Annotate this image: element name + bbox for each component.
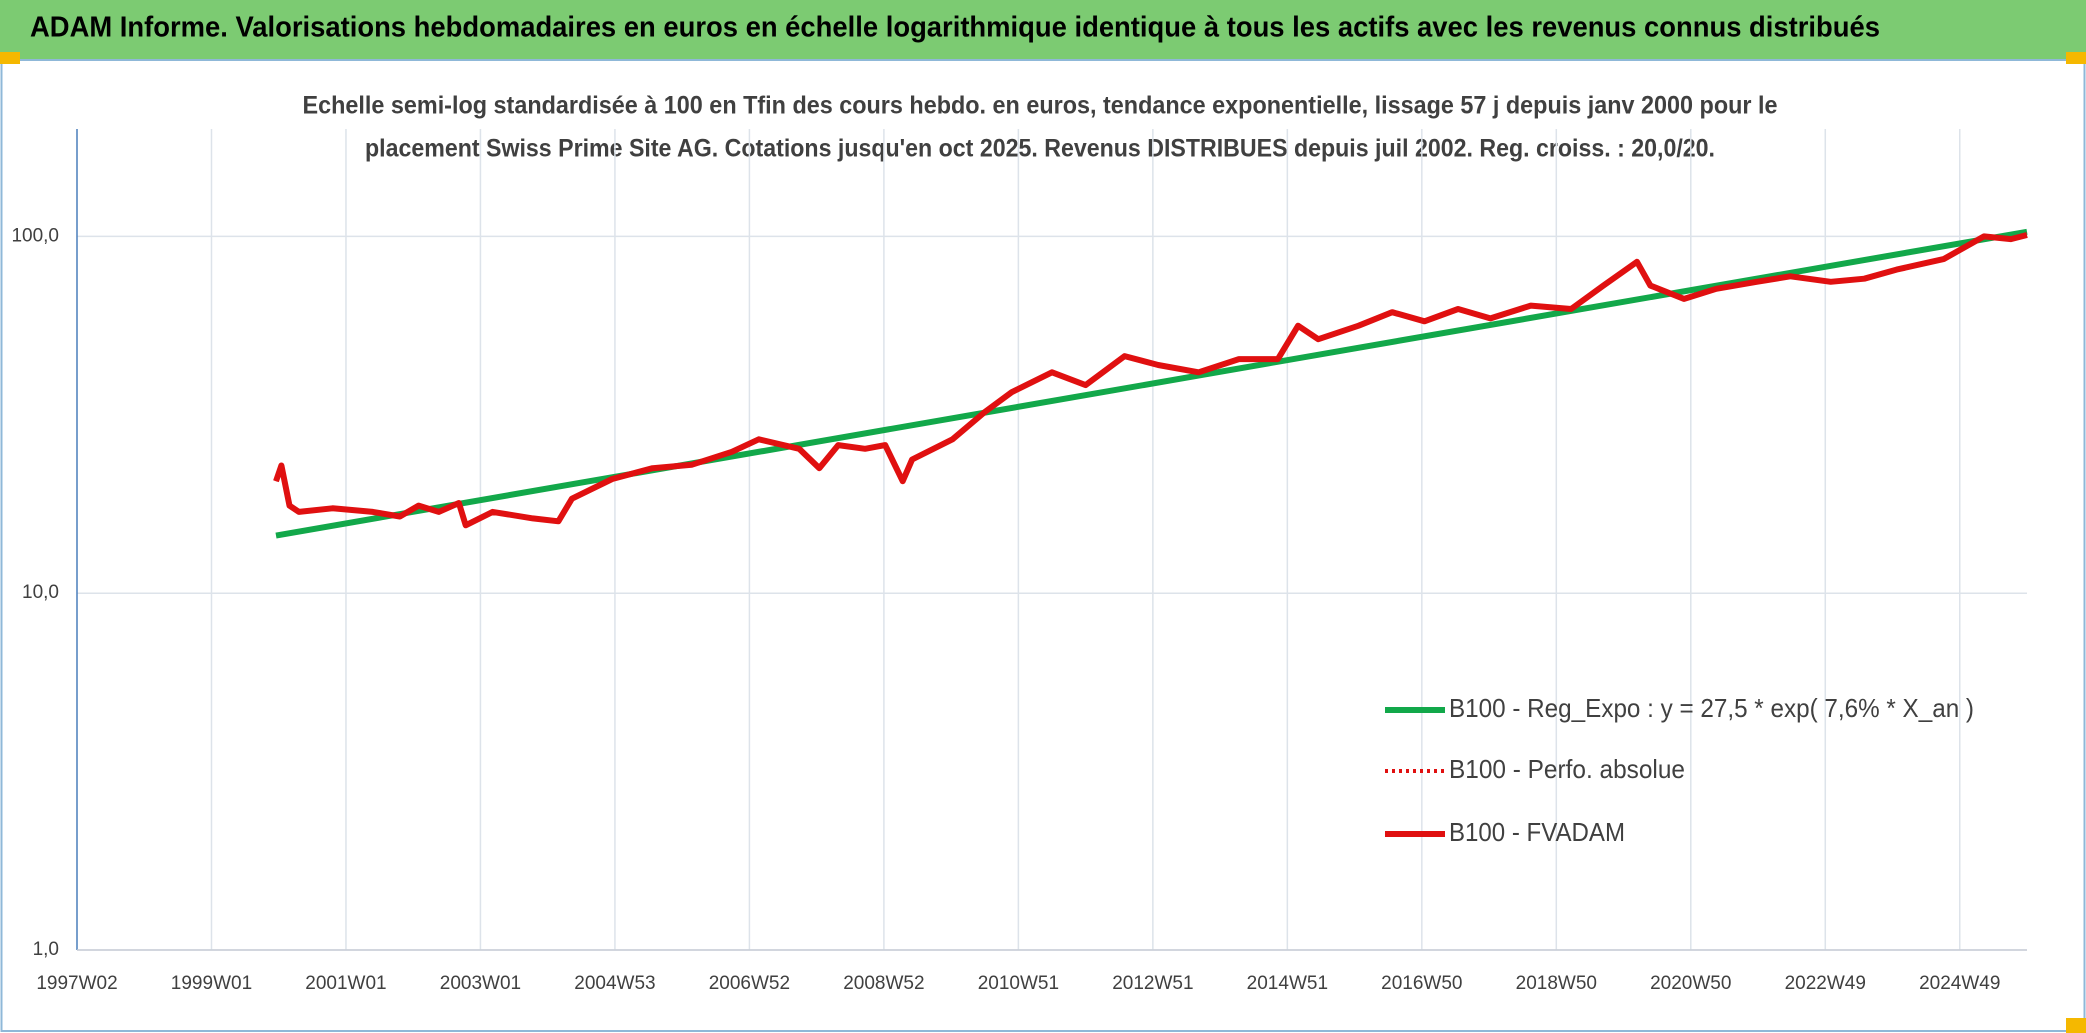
x-tick-label: 2014W51 <box>1247 973 1328 994</box>
x-tick-label: 2016W50 <box>1381 973 1462 994</box>
y-tick-label: 1,0 <box>33 939 59 960</box>
y-tick-label: 100,0 <box>11 225 59 246</box>
corner <box>2066 1018 2086 1033</box>
chart-title: ADAM Informe. Valorisations hebdomadaire… <box>30 12 1880 44</box>
legend-label: B100 - Perfo. absolue <box>1449 754 1685 784</box>
x-tick-label: 2018W50 <box>1516 973 1597 994</box>
x-tick-label: 1997W02 <box>36 973 117 994</box>
x-tick-label: 2012W51 <box>1112 973 1193 994</box>
x-tick-label: 2008W52 <box>843 973 924 994</box>
x-tick-label: 2020W50 <box>1650 973 1731 994</box>
legend-label: B100 - Reg_Expo : y = 27,5 * exp( 7,6% *… <box>1449 693 1974 723</box>
corner <box>0 52 20 64</box>
corner <box>2066 52 2086 64</box>
series-line <box>275 228 2028 539</box>
subtitle: placement Swiss Prime Site AG. Cotations… <box>365 135 1715 163</box>
x-tick-label: 2001W01 <box>305 973 386 994</box>
x-tick-label: 2010W51 <box>978 973 1059 994</box>
x-tick-label: 2003W01 <box>440 973 521 994</box>
x-tick-label: 2006W52 <box>709 973 790 994</box>
title-banner <box>0 0 2086 60</box>
x-tick-label: 2024W49 <box>1919 973 2000 994</box>
y-tick-label: 10,0 <box>22 582 59 603</box>
series-line <box>273 232 2028 529</box>
x-tick-label: 2004W53 <box>574 973 655 994</box>
x-tick-label: 1999W01 <box>171 973 252 994</box>
subtitle: Echelle semi-log standardisée à 100 en T… <box>303 92 1778 120</box>
x-tick-label: 2022W49 <box>1785 973 1866 994</box>
legend-label: B100 - FVADAM <box>1449 817 1625 847</box>
frame <box>0 59 2086 1032</box>
